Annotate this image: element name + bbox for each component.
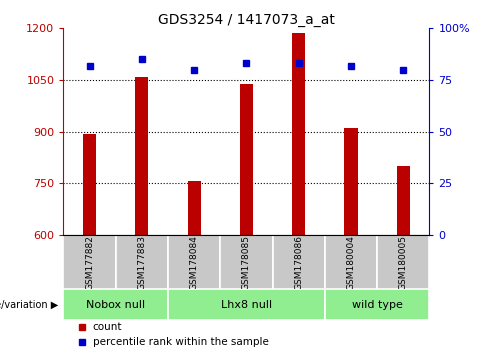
Bar [187,181,201,235]
Bar [377,235,429,289]
Bar [168,289,325,320]
Bar [292,34,305,235]
Title: GDS3254 / 1417073_a_at: GDS3254 / 1417073_a_at [158,13,335,27]
Text: GSM180005: GSM180005 [399,235,408,290]
Bar [325,235,377,289]
Bar [116,235,168,289]
Bar [273,235,325,289]
Bar [345,128,358,235]
Bar [135,76,148,235]
Bar [325,289,429,320]
Text: GSM178084: GSM178084 [190,235,199,290]
Text: wild type: wild type [352,299,403,309]
Text: genotype/variation ▶: genotype/variation ▶ [0,299,59,309]
Bar [168,235,220,289]
Text: percentile rank within the sample: percentile rank within the sample [93,337,268,347]
Bar [63,235,116,289]
Text: GSM178085: GSM178085 [242,235,251,290]
Text: GSM177883: GSM177883 [137,235,146,290]
Text: count: count [93,322,122,332]
Text: GSM177882: GSM177882 [85,235,94,290]
Bar [83,134,96,235]
Text: Lhx8 null: Lhx8 null [221,299,272,309]
Bar [240,84,253,235]
Bar [397,166,410,235]
Text: GSM178086: GSM178086 [294,235,303,290]
Text: Nobox null: Nobox null [86,299,145,309]
Text: GSM180004: GSM180004 [346,235,356,290]
Bar [63,289,168,320]
Bar [220,235,273,289]
